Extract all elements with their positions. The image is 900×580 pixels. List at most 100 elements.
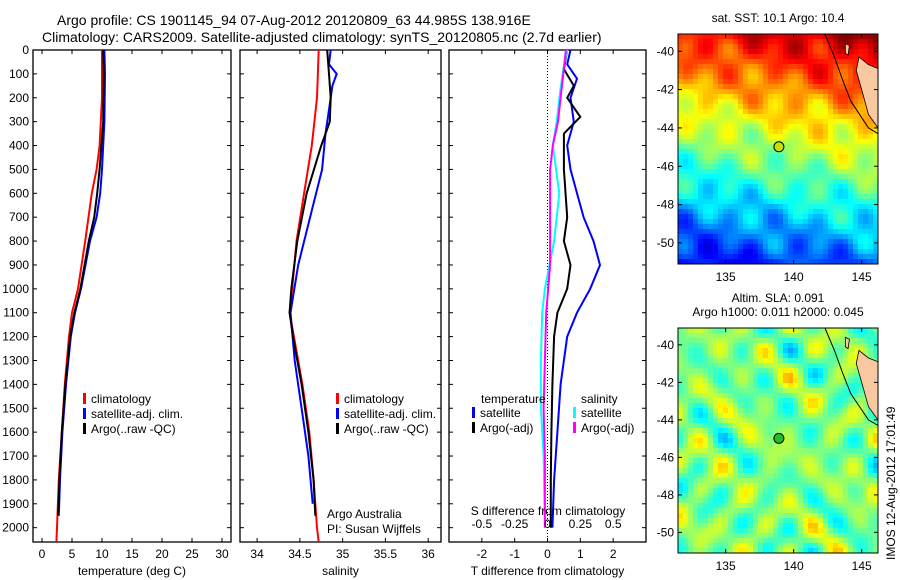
- map-cell: [713, 478, 718, 483]
- map-cell: [693, 34, 698, 39]
- map-cell: [733, 403, 738, 408]
- map-cell: [768, 49, 773, 54]
- map-cell: [778, 423, 783, 428]
- map-cell: [778, 458, 783, 463]
- map-cell: [743, 398, 748, 403]
- map-cell: [743, 543, 748, 548]
- map-cell: [753, 483, 758, 488]
- map-cell: [688, 74, 693, 79]
- map-cell: [838, 488, 843, 493]
- map-cell: [818, 343, 823, 348]
- map-cell: [783, 508, 788, 513]
- map-cell: [768, 199, 773, 204]
- map-cell: [753, 408, 758, 413]
- map-cell: [743, 513, 748, 518]
- map-cell: [703, 498, 708, 503]
- map-cell: [688, 159, 693, 164]
- map-cell: [808, 523, 813, 528]
- map-cell: [828, 478, 833, 483]
- map-cell: [808, 413, 813, 418]
- map-cell: [848, 473, 853, 478]
- map-cell: [718, 69, 723, 74]
- map-cell: [793, 44, 798, 49]
- map-cell: [838, 368, 843, 373]
- map-cell: [723, 428, 728, 433]
- map-cell: [843, 159, 848, 164]
- map-cell: [843, 523, 848, 528]
- map-cell: [868, 478, 873, 483]
- map-cell: [678, 398, 683, 403]
- map-cell: [713, 69, 718, 74]
- map-cell: [683, 423, 688, 428]
- map-cell: [858, 209, 863, 214]
- map-cell: [778, 239, 783, 244]
- map-cell: [728, 114, 733, 119]
- map-cell: [768, 503, 773, 508]
- map-cell: [703, 413, 708, 418]
- map-cell: [843, 204, 848, 209]
- map-cell: [738, 49, 743, 54]
- map-cell: [843, 528, 848, 533]
- map-cell: [758, 503, 763, 508]
- map-cell: [798, 378, 803, 383]
- map-cell: [808, 244, 813, 249]
- map-cell: [698, 343, 703, 348]
- map-cell: [858, 104, 863, 109]
- map-cell: [848, 189, 853, 194]
- map-cell: [788, 134, 793, 139]
- map-cell: [813, 189, 818, 194]
- map-cell: [763, 189, 768, 194]
- map-cell: [713, 388, 718, 393]
- map-cell: [828, 229, 833, 234]
- map-cell: [738, 59, 743, 64]
- map-cell: [703, 453, 708, 458]
- map-cell: [793, 204, 798, 209]
- map-cell: [773, 199, 778, 204]
- map-cell: [708, 249, 713, 254]
- map-cell: [693, 179, 698, 184]
- map-cell: [738, 333, 743, 338]
- map-cell: [728, 244, 733, 249]
- map-cell: [863, 448, 868, 453]
- map-cell: [798, 194, 803, 199]
- map-cell: [838, 164, 843, 169]
- depth-tick-label: 500: [9, 162, 29, 176]
- map-cell: [808, 473, 813, 478]
- map-cell: [763, 54, 768, 59]
- map-cell: [758, 214, 763, 219]
- map-cell: [733, 144, 738, 149]
- map-cell: [723, 378, 728, 383]
- map-cell: [798, 393, 803, 398]
- map-cell: [788, 34, 793, 39]
- map-cell: [708, 343, 713, 348]
- map-cell: [833, 448, 838, 453]
- map-cell: [828, 513, 833, 518]
- map-cell: [833, 413, 838, 418]
- map-cell: [788, 74, 793, 79]
- map-cell: [743, 408, 748, 413]
- map-cell: [858, 488, 863, 493]
- map-cell: [768, 393, 773, 398]
- map-cell: [708, 423, 713, 428]
- map-cell: [743, 214, 748, 219]
- map-cell: [698, 508, 703, 513]
- map-cell: [753, 458, 758, 463]
- map-cell: [733, 443, 738, 448]
- map-cell: [768, 229, 773, 234]
- map-cell: [853, 533, 858, 538]
- map-cell: [803, 59, 808, 64]
- map-cell: [863, 119, 868, 124]
- map-cell: [818, 423, 823, 428]
- map-cell: [843, 433, 848, 438]
- map-cell: [683, 433, 688, 438]
- map-cell: [738, 74, 743, 79]
- map-cell: [773, 154, 778, 159]
- map-cell: [838, 403, 843, 408]
- map-cell: [843, 513, 848, 518]
- legend-swatch: [83, 423, 86, 434]
- map-cell: [773, 423, 778, 428]
- map-cell: [833, 428, 838, 433]
- map-cell: [858, 498, 863, 503]
- legend-label: satellite: [480, 406, 521, 420]
- map-cell: [833, 513, 838, 518]
